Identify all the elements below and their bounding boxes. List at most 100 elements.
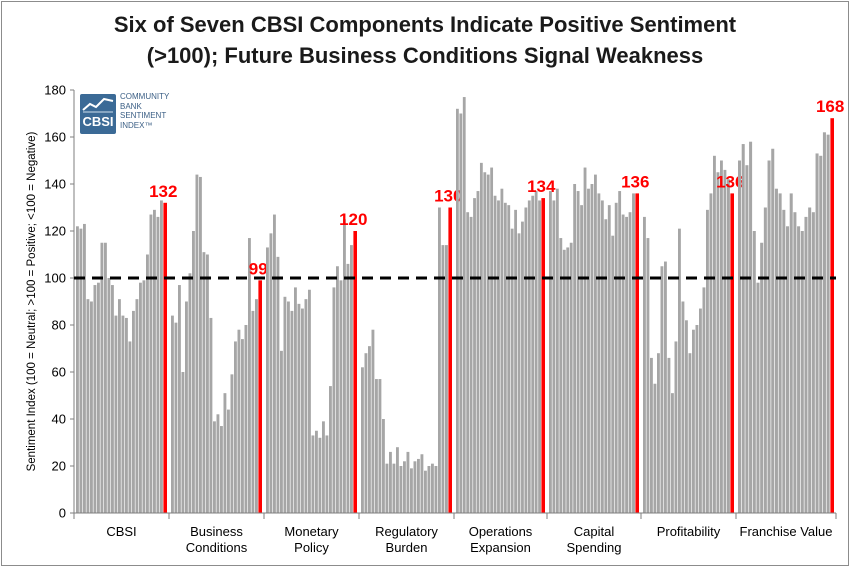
bar [741, 144, 745, 514]
bar [280, 350, 283, 513]
bar [720, 160, 723, 513]
bar [763, 207, 767, 513]
bar [287, 301, 290, 513]
bar [114, 315, 118, 513]
bar [760, 242, 764, 513]
bar [382, 419, 385, 513]
y-axis-title: Sentiment Index (100 = Neutral; >100 = P… [26, 131, 38, 471]
bar [160, 200, 163, 513]
bar [389, 451, 392, 513]
bar [774, 188, 778, 513]
bar [524, 207, 528, 513]
x-category-label: Conditions [186, 540, 248, 555]
cbsi-logo: CBSI COMMUNITY BANK SENTIMENT INDEX™ [80, 92, 200, 138]
bar [657, 353, 660, 513]
bar [808, 207, 812, 513]
bar [614, 202, 618, 514]
bar [767, 160, 771, 513]
bar [493, 195, 497, 513]
bar [706, 209, 709, 513]
bar [664, 261, 667, 513]
bar [111, 285, 114, 513]
logo-word-1: COMMUNITY [120, 92, 170, 101]
x-category-label: Operations [469, 524, 533, 539]
bar [209, 317, 213, 513]
bar [104, 242, 107, 513]
bar [709, 193, 713, 513]
bar [371, 329, 375, 513]
bar [607, 205, 611, 513]
bar [692, 329, 695, 513]
x-category-label: Regulatory [375, 524, 438, 539]
latest-bar [258, 280, 262, 513]
bar [618, 191, 622, 514]
bar [702, 287, 706, 513]
bar [195, 174, 199, 513]
x-category-label: Expansion [470, 540, 531, 555]
bar [438, 207, 441, 513]
bar [304, 299, 308, 513]
bar [650, 357, 653, 513]
bar [118, 299, 121, 513]
bar [778, 193, 782, 513]
bar [79, 228, 83, 513]
bar [822, 132, 826, 514]
bar [685, 320, 688, 513]
bar [132, 310, 135, 513]
bar [230, 374, 234, 513]
y-tick-label: 160 [44, 130, 66, 145]
bar [308, 289, 311, 513]
bar [552, 200, 556, 513]
bar [427, 466, 431, 513]
bar [76, 226, 79, 514]
bar [368, 346, 371, 513]
logo-word-2: BANK [120, 101, 142, 111]
x-category-label: Monetary [284, 524, 339, 539]
bar [462, 97, 466, 514]
bar [135, 299, 139, 513]
bar [678, 228, 681, 513]
bar [322, 421, 325, 513]
bar [350, 245, 353, 513]
bar [403, 461, 406, 513]
bar [146, 254, 149, 513]
bar [517, 233, 521, 513]
bar [752, 231, 756, 513]
bar [466, 212, 470, 513]
bar [318, 437, 322, 513]
bar [500, 188, 504, 513]
bar [100, 242, 104, 513]
bar [646, 238, 650, 514]
bar [674, 341, 678, 513]
bar [800, 231, 804, 513]
latest-bar [541, 198, 545, 513]
bar [107, 278, 111, 513]
bar [580, 205, 583, 513]
bar [521, 221, 524, 513]
bar [392, 463, 396, 513]
latest-value-label: 132 [149, 182, 177, 201]
bar [514, 209, 517, 513]
x-category-label: Franchise Value [740, 524, 833, 539]
bar [699, 308, 702, 513]
logo-word-3: SENTIMENT [120, 111, 167, 120]
y-tick-label: 120 [44, 224, 66, 239]
bar [497, 200, 500, 513]
bar [336, 266, 339, 513]
x-category-label: Business [190, 524, 243, 539]
bar [364, 353, 368, 513]
bar [220, 426, 223, 513]
bar [255, 299, 258, 513]
bar [142, 280, 146, 513]
latest-bar [163, 202, 167, 514]
bar [804, 216, 808, 513]
bar [90, 301, 93, 513]
bar [315, 430, 318, 513]
bar [789, 193, 793, 513]
bar [149, 214, 153, 514]
y-tick-label: 100 [44, 271, 66, 286]
bar [727, 179, 730, 514]
bar [139, 282, 142, 513]
bar [434, 466, 438, 513]
